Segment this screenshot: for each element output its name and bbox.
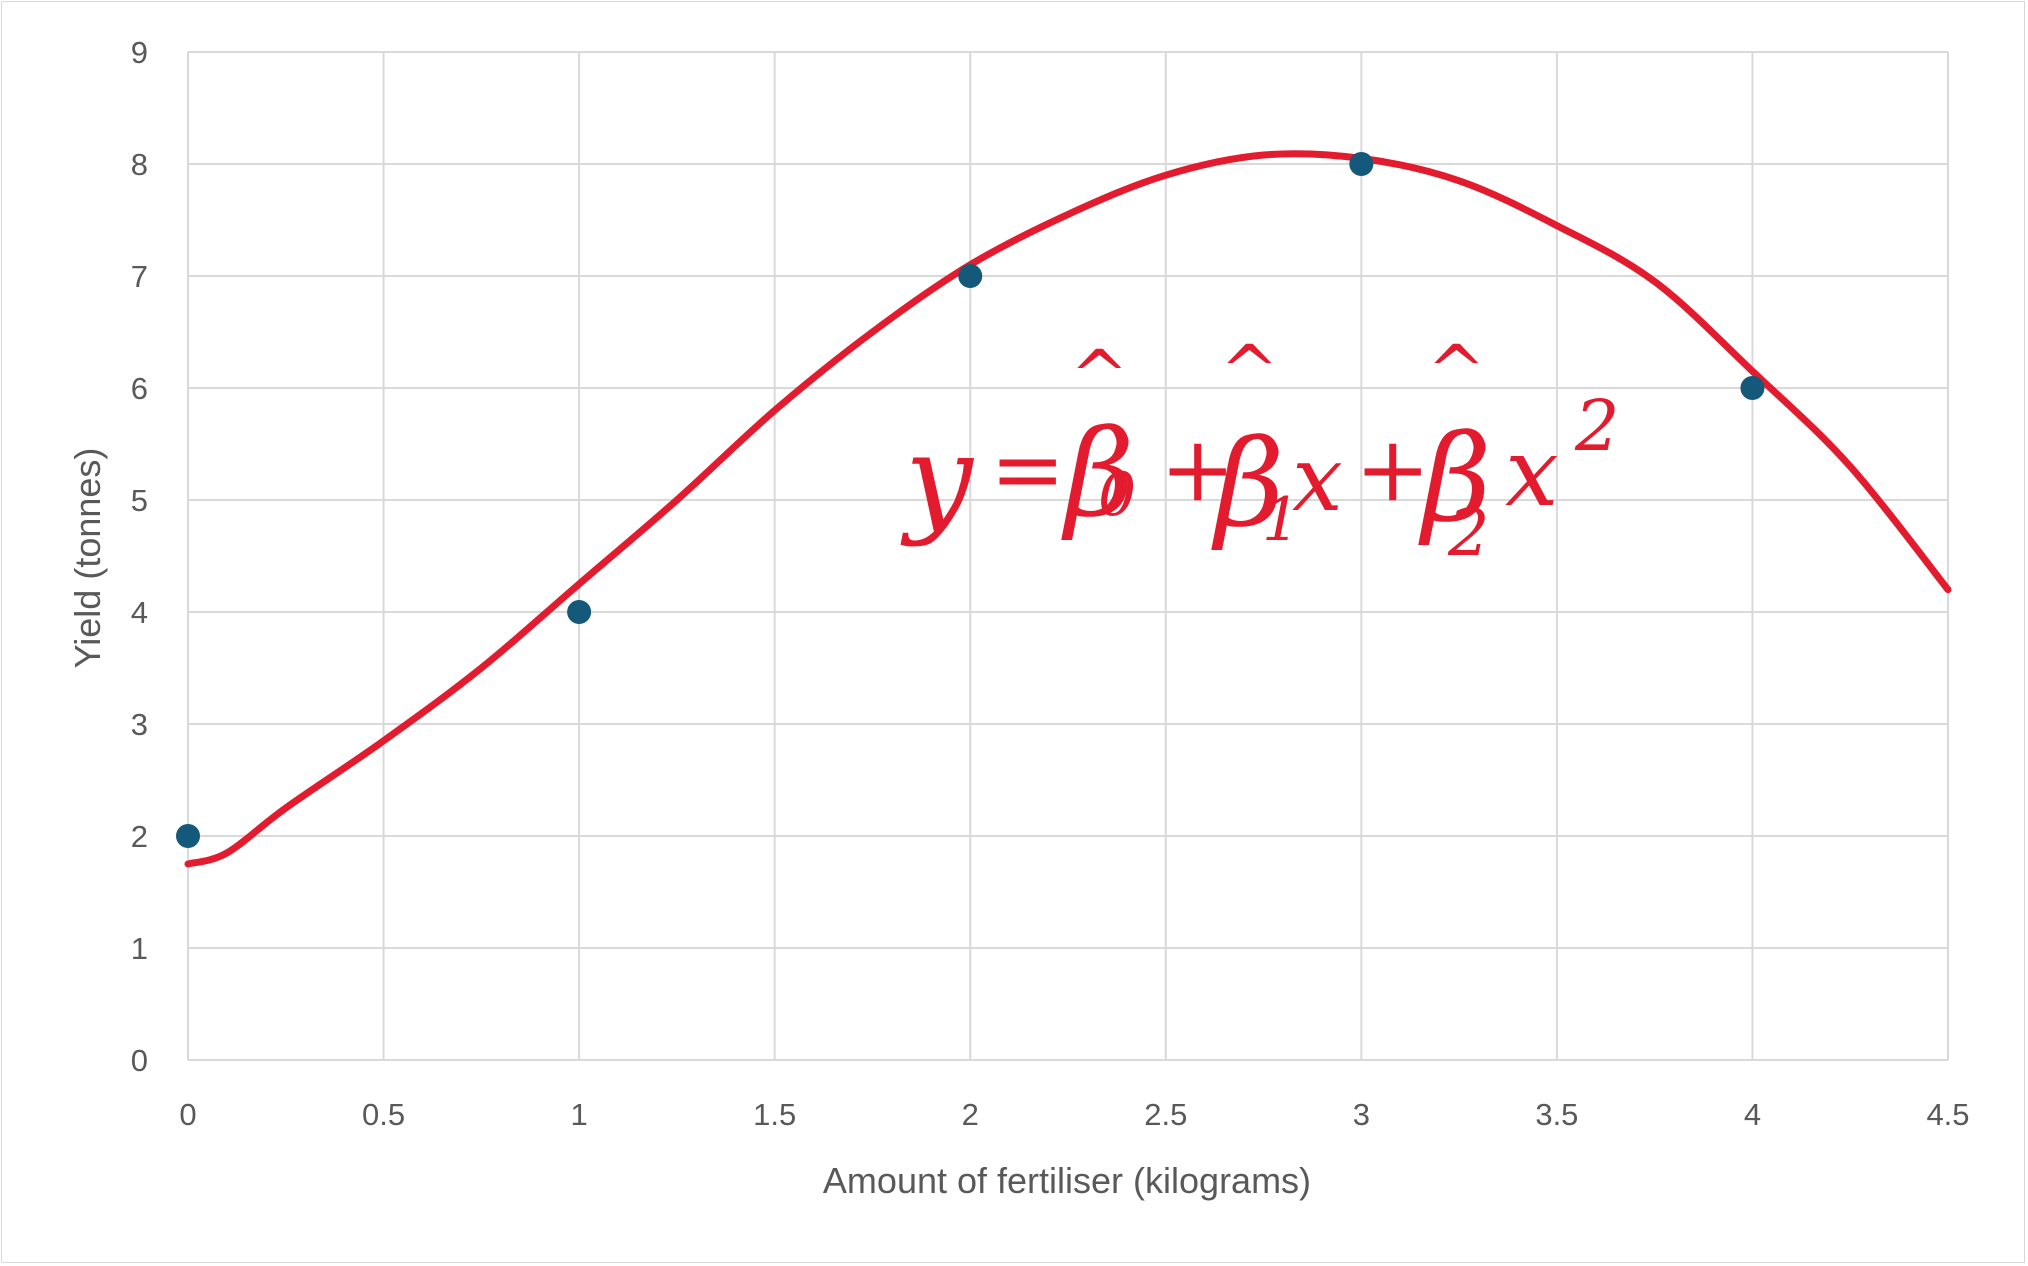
eq-hat1: ^ <box>1220 330 1279 412</box>
data-point <box>176 824 200 848</box>
y-tick-label: 6 <box>131 371 148 406</box>
eq-beta1: β <box>1211 415 1284 554</box>
data-point <box>567 600 592 624</box>
y-tick-label: 8 <box>131 147 148 182</box>
x-tick-label: 4 <box>1744 1097 1761 1132</box>
y-tick-label: 4 <box>131 595 148 630</box>
x-tick-label: 3.5 <box>1535 1097 1578 1132</box>
eq-x2: x <box>1505 418 1559 528</box>
equation-annotation: y = β ^ 0 + β ^ 1 x + β ^ 2 x 2 <box>900 330 1620 571</box>
data-points <box>176 152 1765 848</box>
eq-beta0: β <box>1061 405 1134 544</box>
grid <box>187 51 1949 1061</box>
eq-sub0: 0 <box>1098 460 1136 530</box>
eq-plus2: + <box>1355 417 1430 522</box>
eq-hat2: ^ <box>1427 330 1486 412</box>
x-tick-label: 3 <box>1353 1097 1370 1132</box>
y-tick-label: 9 <box>131 35 148 70</box>
data-point <box>1740 376 1765 400</box>
data-point <box>958 264 983 288</box>
x-tick-labels: 0 0.5 1 1.5 2 2.5 3 3.5 4 4.5 <box>179 1097 1969 1132</box>
eq-plus1: + <box>1160 417 1235 522</box>
y-tick-label: 0 <box>131 1043 148 1078</box>
y-tick-label: 3 <box>131 707 148 742</box>
fitted-curve-group <box>184 150 1952 868</box>
eq-sup2: 2 <box>1574 385 1620 467</box>
eq-hat0: ^ <box>1070 335 1129 417</box>
x-tick-label: 4.5 <box>1926 1097 1969 1132</box>
eq-x1: x <box>1292 427 1343 532</box>
x-tick-label: 2.5 <box>1144 1097 1187 1132</box>
y-tick-label: 7 <box>131 259 148 294</box>
y-tick-label: 1 <box>131 931 148 966</box>
eq-sub1: 1 <box>1262 485 1300 555</box>
y-tick-label: 2 <box>131 819 148 854</box>
x-tick-label: 0.5 <box>362 1097 405 1132</box>
x-tick-label: 1 <box>570 1097 587 1132</box>
fitted-curve <box>184 150 1952 868</box>
y-tick-labels: 0 1 2 3 4 5 6 7 8 9 <box>131 35 148 1078</box>
y-tick-label: 5 <box>131 483 148 518</box>
x-tick-label: 1.5 <box>753 1097 796 1132</box>
x-axis-title: Amount of fertiliser (kilograms) <box>823 1160 1311 1201</box>
y-axis-title: Yield (tonnes) <box>67 448 108 669</box>
x-tick-label: 0 <box>179 1097 196 1132</box>
x-tick-label: 2 <box>962 1097 979 1132</box>
eq-beta2: β <box>1418 410 1491 549</box>
eq-y: y <box>900 410 975 549</box>
eq-sub2: 2 <box>1447 496 1489 571</box>
eq-equals: = <box>990 417 1065 522</box>
data-point <box>1349 152 1374 176</box>
